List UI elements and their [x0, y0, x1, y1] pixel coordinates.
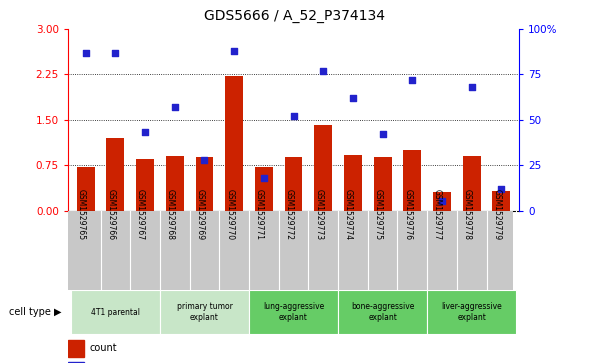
- Bar: [344, 155, 362, 211]
- Text: GSM1529777: GSM1529777: [433, 189, 442, 240]
- Bar: [249, 290, 338, 334]
- Text: lung-aggressive
explant: lung-aggressive explant: [263, 302, 324, 322]
- Point: [111, 50, 120, 56]
- Point: [289, 113, 299, 119]
- Point: [319, 68, 328, 74]
- Bar: [373, 157, 392, 211]
- Bar: [284, 157, 303, 211]
- Point: [348, 95, 358, 101]
- Point: [230, 48, 239, 54]
- Bar: [68, 362, 84, 363]
- Bar: [404, 150, 421, 211]
- Text: GSM1529770: GSM1529770: [225, 189, 234, 240]
- Point: [408, 77, 417, 83]
- Bar: [225, 76, 243, 211]
- Point: [467, 84, 476, 90]
- Bar: [106, 138, 124, 211]
- Text: cell type ▶: cell type ▶: [9, 307, 62, 317]
- Text: GDS5666 / A_52_P374134: GDS5666 / A_52_P374134: [205, 9, 385, 23]
- Bar: [68, 340, 84, 357]
- Text: liver-aggressive
explant: liver-aggressive explant: [441, 302, 502, 322]
- Bar: [493, 191, 510, 211]
- Text: GSM1529766: GSM1529766: [106, 189, 116, 240]
- Point: [437, 199, 447, 204]
- Text: GSM1529769: GSM1529769: [195, 189, 205, 240]
- Text: GSM1529765: GSM1529765: [77, 189, 86, 240]
- Point: [200, 157, 209, 163]
- Text: GSM1529775: GSM1529775: [373, 189, 382, 240]
- Bar: [71, 290, 160, 334]
- Point: [259, 175, 268, 181]
- Text: primary tumor
explant: primary tumor explant: [176, 302, 232, 322]
- Point: [170, 104, 179, 110]
- Point: [378, 131, 387, 137]
- Bar: [338, 290, 427, 334]
- Text: GSM1529774: GSM1529774: [344, 189, 353, 240]
- Text: GSM1529776: GSM1529776: [404, 189, 412, 240]
- Text: bone-aggressive
explant: bone-aggressive explant: [351, 302, 414, 322]
- Text: GSM1529773: GSM1529773: [314, 189, 323, 240]
- Text: 4T1 parental: 4T1 parental: [91, 308, 140, 317]
- Bar: [433, 192, 451, 211]
- Text: GSM1529779: GSM1529779: [493, 189, 502, 240]
- Bar: [255, 167, 273, 211]
- Point: [497, 186, 506, 192]
- Bar: [166, 156, 183, 211]
- Bar: [160, 290, 249, 334]
- Bar: [77, 167, 94, 211]
- Text: count: count: [90, 343, 117, 354]
- Text: GSM1529772: GSM1529772: [284, 189, 294, 240]
- Text: GSM1529771: GSM1529771: [255, 189, 264, 240]
- Text: GSM1529778: GSM1529778: [463, 189, 471, 240]
- Bar: [314, 125, 332, 211]
- Point: [140, 130, 150, 135]
- Bar: [195, 157, 214, 211]
- Point: [81, 50, 90, 56]
- Text: GSM1529767: GSM1529767: [136, 189, 145, 240]
- Bar: [463, 156, 481, 211]
- Bar: [136, 159, 154, 211]
- Bar: [427, 290, 516, 334]
- Text: GSM1529768: GSM1529768: [166, 189, 175, 240]
